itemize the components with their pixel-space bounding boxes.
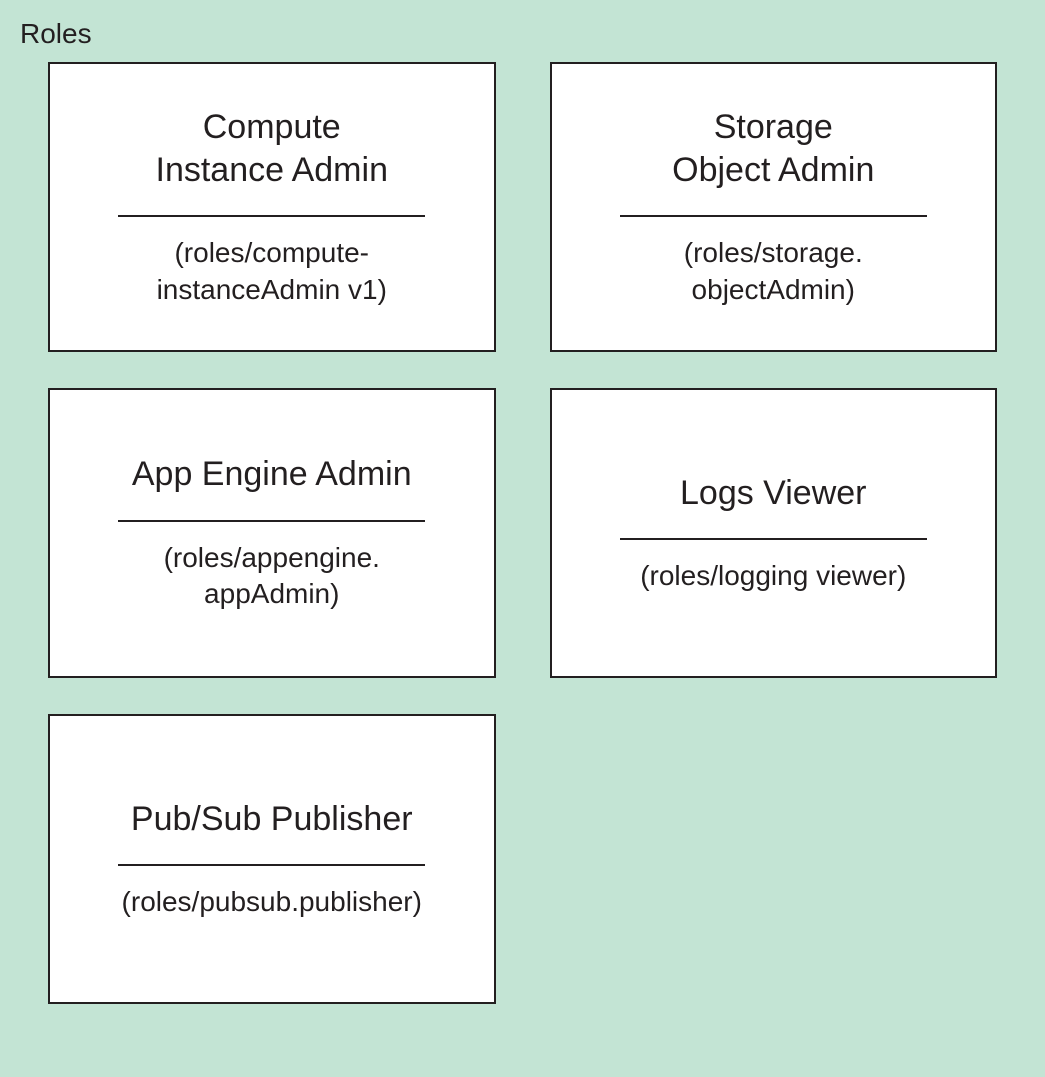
card-divider [118, 215, 425, 217]
card-divider [620, 538, 927, 540]
role-title: Storage Object Admin [672, 106, 874, 191]
role-card: Logs Viewer (roles/logging viewer) [550, 388, 998, 678]
section-heading: Roles [20, 18, 1025, 50]
role-title: App Engine Admin [132, 453, 412, 496]
card-divider [118, 864, 425, 866]
role-title: Logs Viewer [680, 472, 867, 515]
role-id: (roles/storage. objectAdmin) [684, 235, 863, 308]
role-id: (roles/pubsub.publisher) [122, 884, 422, 920]
role-title: Pub/Sub Publisher [131, 798, 413, 841]
roles-grid: Compute Instance Admin (roles/compute- i… [20, 62, 1025, 1004]
card-divider [620, 215, 927, 217]
role-title: Compute Instance Admin [156, 106, 388, 191]
card-divider [118, 520, 425, 522]
role-card: Pub/Sub Publisher (roles/pubsub.publishe… [48, 714, 496, 1004]
role-id: (roles/appengine. appAdmin) [164, 540, 380, 613]
role-card: App Engine Admin (roles/appengine. appAd… [48, 388, 496, 678]
role-id: (roles/logging viewer) [640, 558, 906, 594]
role-card: Storage Object Admin (roles/storage. obj… [550, 62, 998, 352]
role-id: (roles/compute- instanceAdmin v1) [157, 235, 387, 308]
role-card: Compute Instance Admin (roles/compute- i… [48, 62, 496, 352]
